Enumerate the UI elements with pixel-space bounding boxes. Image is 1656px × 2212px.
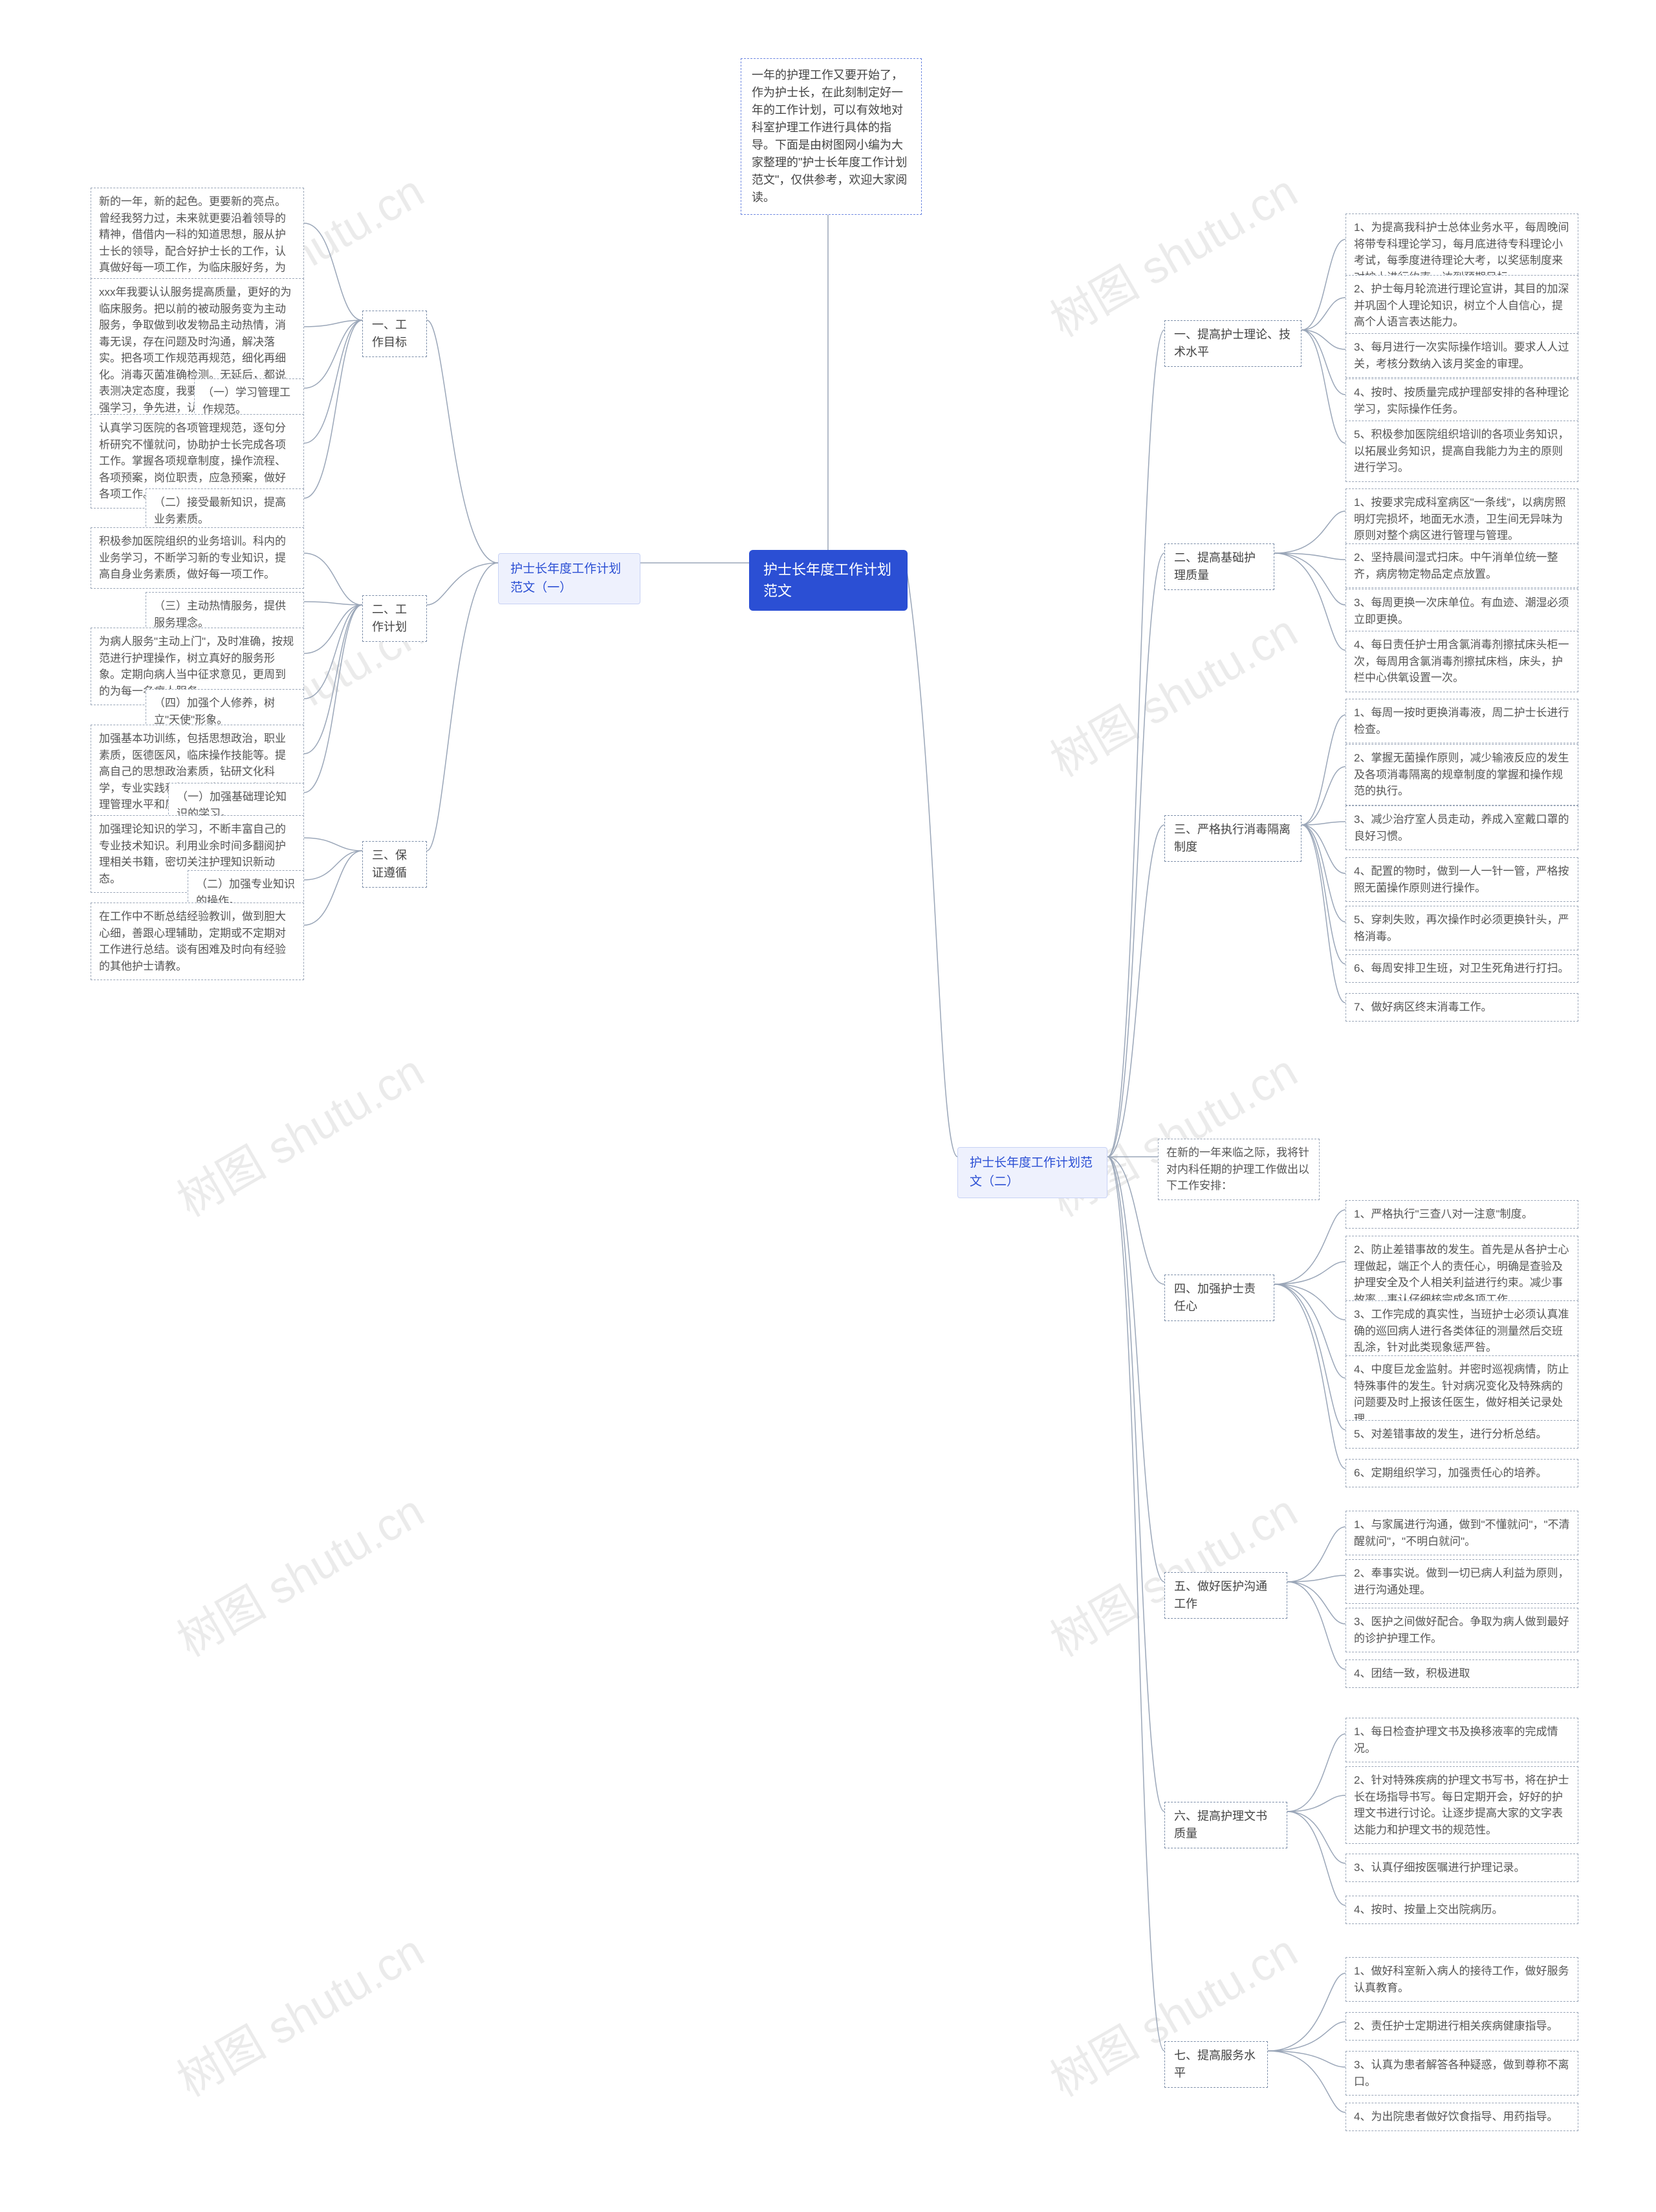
right-leaf: 4、配置的物时，做到一人一针一管，严格按照无菌操作原则进行操作。 — [1346, 857, 1578, 902]
watermark: 树图 shutu.cn — [164, 1476, 434, 1670]
right-leaf: 2、针对特殊疾病的护理文书写书，将在护士长在场指导书写。每日定期开会，好好的护理… — [1346, 1766, 1578, 1844]
right-leaf: 2、责任护士定期进行相关疾病健康指导。 — [1346, 2012, 1578, 2041]
watermark: 树图 shutu.cn — [1037, 1036, 1307, 1230]
right-leaf: 2、掌握无菌操作原则，减少输液反应的发生及各项消毒隔离的规章制度的掌握和操作规范… — [1346, 744, 1578, 805]
right-leaf: 2、坚持晨间湿式扫床。中午消单位统一整齐，病房物定物品定点放置。 — [1346, 543, 1578, 588]
root-node[interactable]: 护士长年度工作计划范文 — [749, 550, 908, 611]
right-leaf: 1、每周一按时更换消毒液，周二护士长进行检查。 — [1346, 699, 1578, 743]
right-leaf: 1、按要求完成科室病区"一条线"，以病房照明灯完损坏，地面无水渍，卫生间无异味为… — [1346, 488, 1578, 550]
left-leaf: （二）接受最新知识，提高业务素质。 — [146, 488, 304, 533]
intro-node: 一年的护理工作又要开始了，作为护士长，在此刻制定好一年的工作计划，可以有效地对科… — [741, 58, 922, 215]
right-intro: 在新的一年来临之际，我将针对内科任期的护理工作做出以下工作安排： — [1158, 1139, 1320, 1200]
right-leaf: 4、按时、按质量完成护理部安排的各种理论学习，实际操作任务。 — [1346, 378, 1578, 423]
right-leaf: 3、减少治疗室人员走动，养成入室戴口罩的良好习惯。 — [1346, 805, 1578, 850]
right-leaf: 5、积极参加医院组织培训的各项业务知识，以拓展业务知识，提高自我能力为主的原则进… — [1346, 421, 1578, 482]
right-section-4[interactable]: 四、加强护士责任心 — [1164, 1275, 1274, 1321]
right-leaf: 5、穿刺失败，再次操作时必须更换针头，严格消毒。 — [1346, 906, 1578, 950]
right-leaf: 2、护士每月轮流进行理论宣讲，其目的加深并巩固个人理论知识，树立个人自信心，提高… — [1346, 275, 1578, 336]
left-main[interactable]: 护士长年度工作计划范文（一） — [498, 553, 640, 604]
watermark: 树图 shutu.cn — [1037, 596, 1307, 790]
right-leaf: 6、每周安排卫生班，对卫生死角进行打扫。 — [1346, 954, 1578, 983]
right-leaf: 1、严格执行"三查八对一注意"制度。 — [1346, 1200, 1578, 1229]
right-leaf: 4、每日责任护士用含氯消毒剂擦拭床头柜一次，每周用含氯消毒剂擦拭床档，床头，护栏… — [1346, 631, 1578, 692]
right-leaf: 1、与家属进行沟通，做到"不懂就问"，"不清醒就问"，"不明白就问"。 — [1346, 1511, 1578, 1555]
right-leaf: 3、认真仔细按医嘱进行护理记录。 — [1346, 1854, 1578, 1882]
right-main[interactable]: 护士长年度工作计划范文（二） — [957, 1147, 1107, 1198]
right-leaf: 3、工作完成的真实性，当班护士必须认真准确的巡回病人进行各类体征的测量然后交班乱… — [1346, 1300, 1578, 1362]
right-leaf: 1、做好科室新入病人的接待工作，做好服务认真教育。 — [1346, 1957, 1578, 2002]
right-leaf: 5、对差错事故的发生，进行分析总结。 — [1346, 1420, 1578, 1449]
right-leaf: 4、团结一致，积极进取 — [1346, 1659, 1578, 1688]
left-section-2[interactable]: 二、工作计划 — [362, 595, 427, 642]
watermark: 树图 shutu.cn — [164, 1036, 434, 1230]
right-leaf: 2、奉事实说。做到一切已病人利益为原则，进行沟通处理。 — [1346, 1559, 1578, 1604]
right-leaf: 3、每月进行一次实际操作培训。要求人人过关，考核分数纳入该月奖金的审理。 — [1346, 333, 1578, 378]
left-section-3[interactable]: 三、保证遵循 — [362, 841, 427, 888]
right-leaf: 3、医护之间做好配合。争取为病人做到最好的诊护护理工作。 — [1346, 1608, 1578, 1652]
right-leaf: 4、按时、按量上交出院病历。 — [1346, 1896, 1578, 1924]
right-section-7[interactable]: 七、提高服务水平 — [1164, 2041, 1268, 2088]
right-section-3[interactable]: 三、严格执行消毒隔离制度 — [1164, 815, 1302, 862]
right-leaf: 1、每日检查护理文书及换移液率的完成情况。 — [1346, 1718, 1578, 1762]
right-leaf: 4、为出院患者做好饮食指导、用药指导。 — [1346, 2103, 1578, 2131]
left-leaf: 积极参加医院组织的业务培训。科内的业务学习，不断学习新的专业知识，提高自身业务素… — [91, 527, 304, 589]
right-section-5[interactable]: 五、做好医护沟通工作 — [1164, 1572, 1287, 1619]
right-section-1[interactable]: 一、提高护士理论、技术水平 — [1164, 320, 1302, 367]
right-leaf: 3、每周更换一次床单位。有血迹、潮湿必须立即更换。 — [1346, 589, 1578, 633]
right-section-6[interactable]: 六、提高护理文书质量 — [1164, 1802, 1287, 1848]
right-leaf: 7、做好病区终末消毒工作。 — [1346, 993, 1578, 1022]
left-section-1[interactable]: 一、工作目标 — [362, 311, 427, 357]
right-section-2[interactable]: 二、提高基础护理质量 — [1164, 543, 1274, 590]
right-leaf: 6、定期组织学习，加强责任心的培养。 — [1346, 1459, 1578, 1487]
left-leaf: 在工作中不断总结经验教训，做到胆大心细，善跟心理辅助，定期或不定期对工作进行总结… — [91, 903, 304, 980]
watermark: 树图 shutu.cn — [164, 1916, 434, 2110]
right-leaf: 3、认真为患者解答各种疑惑，做到尊称不离口。 — [1346, 2051, 1578, 2096]
